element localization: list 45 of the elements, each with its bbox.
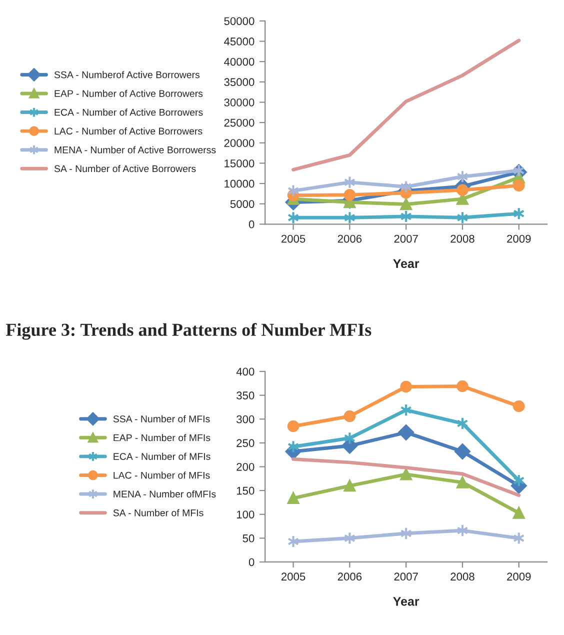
y-tick-label: 30000 <box>224 98 254 106</box>
legend-label: SSA - Numberof Active Borrowers <box>54 71 200 78</box>
x-axis-title: Year <box>393 597 420 606</box>
y-tick-label: 400 <box>236 368 254 376</box>
y-tick-label: 150 <box>236 486 254 495</box>
y-tick-label: 25000 <box>224 118 254 127</box>
x-tick-label: 2005 <box>281 572 306 581</box>
x-tick-label: 2007 <box>394 572 418 581</box>
chart-title: Figure 3: Trends and Patterns of Number MFIs <box>6 323 372 340</box>
y-tick-label: 0 <box>248 220 254 228</box>
legend-label: EAP - Number of MFIs <box>114 434 210 442</box>
x-tick-label: 2009 <box>507 234 531 243</box>
legend-label: MENA - Number of Active Borrowerss <box>54 146 216 154</box>
y-tick-label: 35000 <box>224 78 254 86</box>
legend-label: SA - Number of MFIs <box>113 509 204 516</box>
x-tick-label: 2005 <box>281 234 306 243</box>
legend-label: LAC - Number of Active Borrowers <box>54 127 202 135</box>
x-tick-label: 2009 <box>507 572 531 581</box>
x-tick-label: 2006 <box>338 234 362 243</box>
y-tick-label: 5000 <box>230 200 254 208</box>
legend-label: LAC - Number of MFIs <box>114 472 210 479</box>
y-tick-label: 50000 <box>224 17 254 26</box>
legend-label: SSA - Number of MFIs <box>113 415 210 422</box>
y-tick-label: 0 <box>248 558 254 566</box>
legend-label: SA - Number of Active Borrowers <box>54 164 196 172</box>
legend-label: ECA - Number of MFIs <box>114 452 210 460</box>
y-tick-label: 45000 <box>224 38 254 46</box>
y-tick-label: 10000 <box>224 180 254 188</box>
y-tick-label: 350 <box>236 392 254 400</box>
legend-label: MENA - Number ofMFIs <box>114 490 216 498</box>
y-tick-label: 250 <box>236 439 254 448</box>
y-tick-label: 100 <box>236 510 254 518</box>
y-tick-label: 200 <box>236 462 254 471</box>
x-tick-label: 2006 <box>338 572 362 581</box>
y-tick-label: 15000 <box>224 159 254 168</box>
y-tick-label: 300 <box>236 415 254 424</box>
legend-label: ECA - Number of Active Borrowers <box>54 108 203 116</box>
x-tick-label: 2008 <box>450 572 474 581</box>
x-axis-title: Year <box>393 259 420 268</box>
y-tick-label: 20000 <box>224 139 254 148</box>
x-tick-label: 2008 <box>450 234 474 243</box>
y-tick-label: 40000 <box>224 58 254 66</box>
legend-label: EAP - Number of Active Borrowers <box>54 90 203 97</box>
y-tick-label: 50 <box>242 534 254 542</box>
x-tick-label: 2007 <box>394 234 418 243</box>
